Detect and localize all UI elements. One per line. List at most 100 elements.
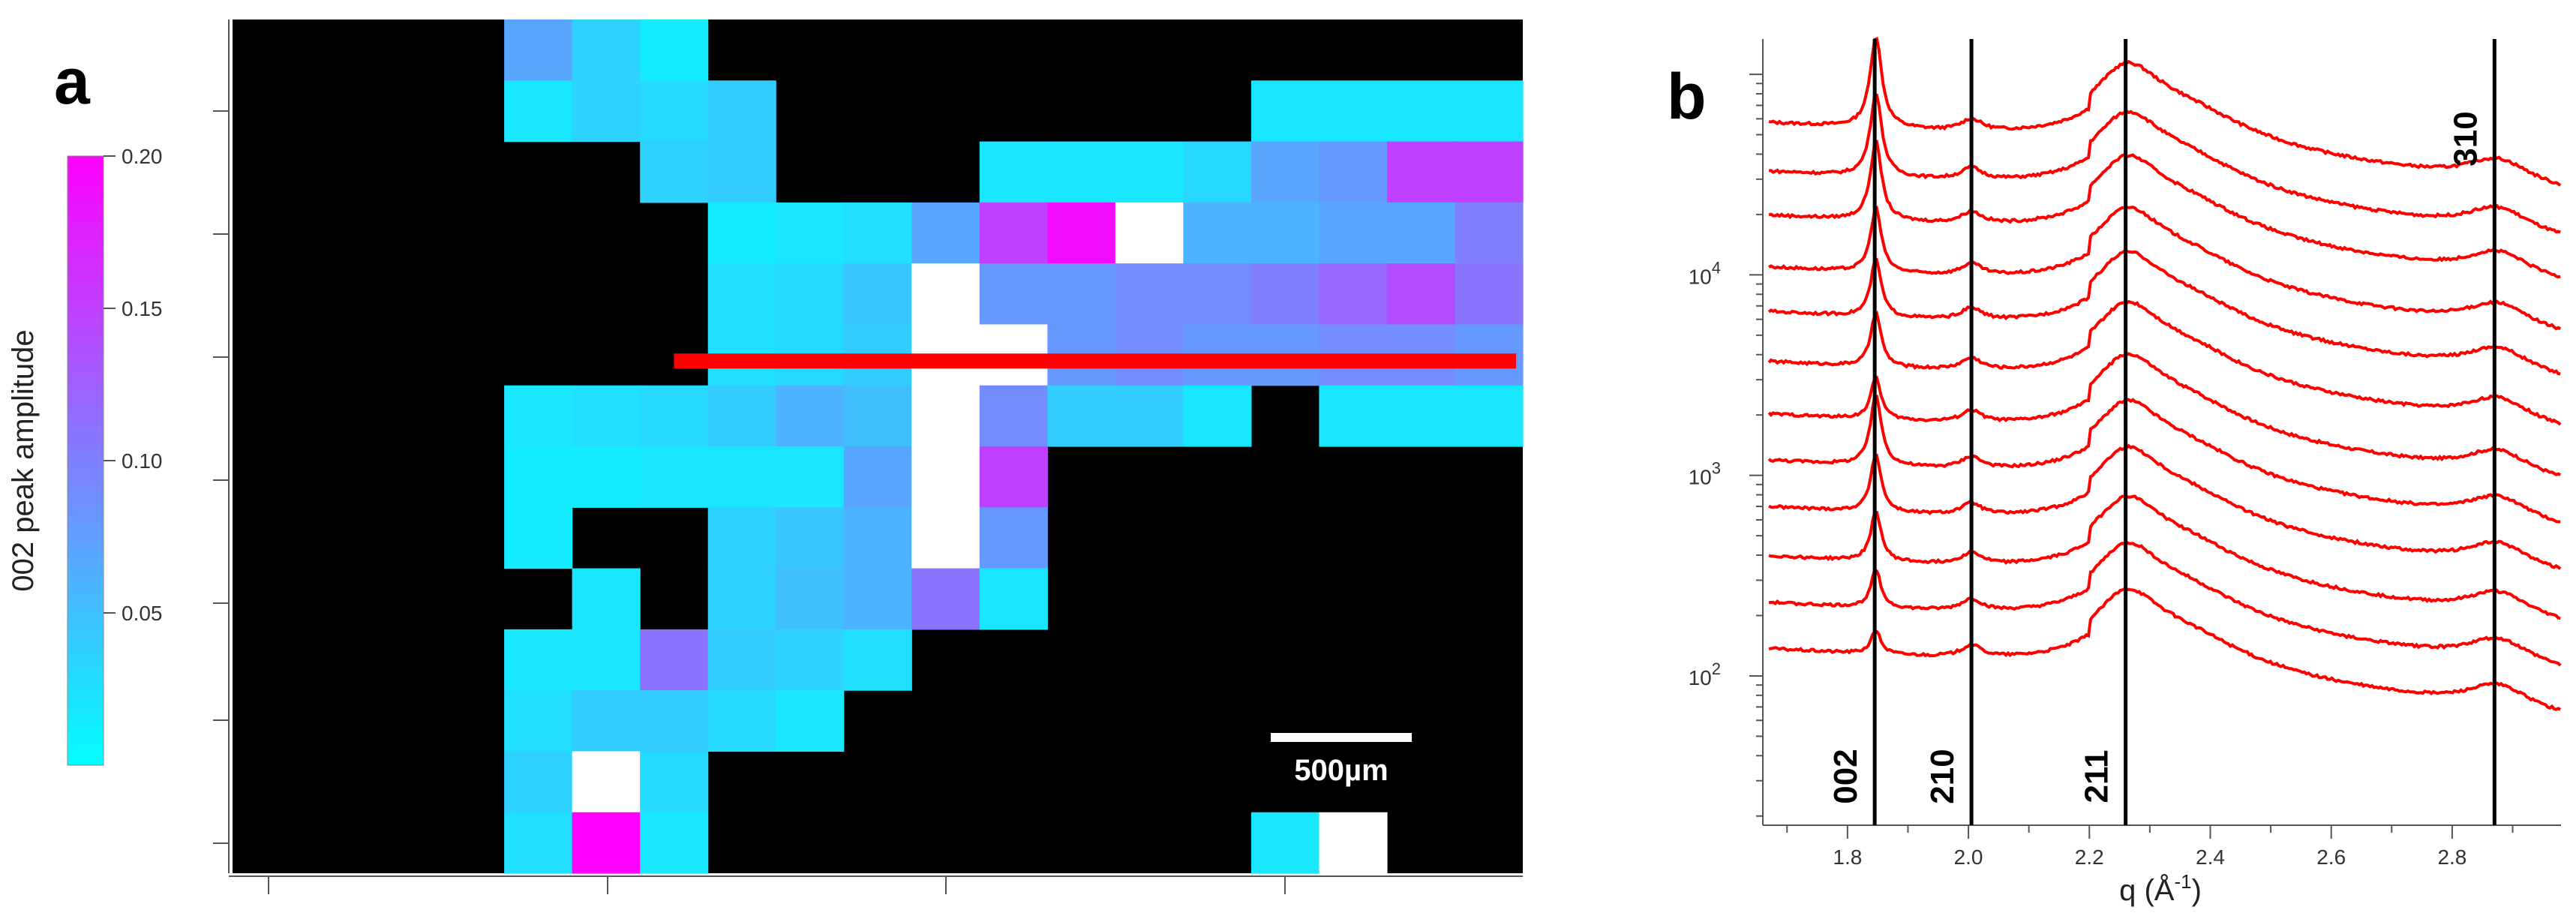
heatmap-cell — [776, 263, 845, 326]
x-tick-label: 2.6 — [2316, 845, 2346, 869]
heatmap-cell — [1183, 385, 1252, 447]
heatmap-cell — [843, 568, 912, 630]
x-tick-label: 2.8 — [2437, 845, 2466, 869]
panel-b: b 102 103 104 1.8 2.0 2.2 2.4 2.6 2.8 002 210 211… — [1667, 37, 2562, 907]
spectrum-curve — [1767, 299, 2562, 426]
spectrum-curve — [1768, 205, 2562, 331]
heatmap-cell — [776, 629, 845, 691]
heatmap-cell — [707, 690, 776, 752]
heatmap-axes — [213, 20, 1523, 894]
heatmap-cell — [707, 141, 776, 203]
heatmap-cell — [1250, 812, 1320, 874]
heatmap-cell — [640, 20, 709, 81]
heatmap-cell — [1455, 141, 1524, 203]
heatmap-cell — [572, 629, 641, 691]
colorbar-tick-label: 0.10 — [122, 449, 163, 473]
heatmap-cell — [979, 141, 1048, 203]
heatmap-cell — [979, 385, 1048, 447]
heatmap-cell — [776, 507, 845, 569]
heatmap-cell — [979, 202, 1048, 264]
heatmap-cell — [1250, 80, 1320, 143]
heatmap-cell — [640, 812, 709, 874]
heatmap-cell — [1250, 141, 1320, 203]
heatmap-cell — [640, 80, 709, 143]
heatmap-cell — [1115, 141, 1184, 203]
heatmap-cell — [979, 263, 1048, 326]
heatmap-cell — [1319, 812, 1388, 874]
heatmap-cell — [707, 202, 776, 264]
heatmap-cell — [911, 385, 980, 447]
heatmap-cell — [572, 80, 641, 143]
colorbar-gradient — [67, 155, 104, 766]
heatmap-cell — [707, 629, 776, 691]
x-tick-label: 2.0 — [1954, 845, 1983, 869]
heatmap-cell — [1386, 385, 1456, 447]
heatmap-cell — [1250, 263, 1320, 326]
spectrum-curve — [1768, 140, 2561, 279]
heatmap-cell — [1183, 263, 1252, 326]
peak-label-310: 310 — [2447, 111, 2484, 166]
x-tick-label: 2.2 — [2075, 845, 2104, 869]
heatmap-cell — [504, 446, 573, 508]
heatmap-cell — [979, 446, 1048, 508]
heatmap-cell — [979, 568, 1048, 630]
heatmap-cell — [1183, 202, 1252, 264]
colorbar-label: 002 peak amplitude — [7, 329, 40, 591]
spectra-plot: 102 103 104 1.8 2.0 2.2 2.4 2.6 2.8 002 210 211 31… — [1689, 37, 2562, 907]
heatmap-cell — [776, 202, 845, 264]
heatmap-cell — [707, 80, 776, 143]
heatmap-cell — [911, 263, 980, 326]
heatmap-cell — [1047, 202, 1116, 264]
heatmap-cell — [843, 446, 912, 508]
heatmap-cell — [776, 568, 845, 630]
heatmap-cell — [1319, 385, 1388, 447]
heatmap-cell — [776, 446, 845, 508]
heatmap-cell — [1047, 385, 1116, 447]
heatmap-cell — [776, 385, 845, 447]
heatmap-cell — [707, 568, 776, 630]
spectrum-curve — [1769, 92, 2561, 234]
heatmap-cell — [707, 446, 776, 508]
heatmap-cell — [504, 690, 573, 752]
panel-a: a 0.05 0.10 0.15 0.20 002 peak amplitude 50… — [7, 20, 1524, 894]
heatmap-cell — [1455, 263, 1524, 326]
heatmap-cell — [707, 507, 776, 569]
scale-bar-label: 500µm — [1294, 754, 1388, 787]
peak-lines: 002 210 211 310 — [1827, 39, 2496, 825]
x-tick-label: 1.8 — [1833, 845, 1862, 869]
heatmap-cell — [1319, 202, 1388, 264]
heatmap-cell — [1115, 202, 1184, 264]
heatmap-cell — [640, 446, 709, 508]
heatmap-cell — [911, 446, 980, 508]
spectrum-curve — [1768, 494, 2561, 620]
peak-label-002: 002 — [1827, 749, 1864, 803]
heatmap-cell — [1319, 80, 1388, 143]
heatmap-cell — [504, 629, 573, 691]
heatmap-cell — [572, 812, 641, 874]
colorbar-tick-label: 0.15 — [122, 297, 163, 320]
heatmap-cell — [504, 507, 573, 569]
heatmap-cell — [843, 263, 912, 326]
x-ticks: 1.8 2.0 2.2 2.4 2.6 2.8 — [1786, 825, 2514, 869]
heatmap-cell — [640, 690, 709, 752]
x-tick-label: 2.4 — [2196, 845, 2225, 869]
spectra-curves — [1767, 37, 2562, 711]
heatmap-cell — [1115, 263, 1184, 326]
heatmap-cell — [640, 385, 709, 447]
heatmap-cell — [572, 446, 641, 508]
heatmap-cell — [1047, 263, 1116, 326]
heatmap-cell — [1455, 385, 1524, 447]
heatmap-cell — [1386, 141, 1456, 203]
heatmap-cell — [843, 507, 912, 569]
heatmap-cell — [1386, 263, 1456, 326]
heatmap-cell — [572, 690, 641, 752]
spectrum-curve — [1767, 249, 2561, 376]
scale-bar — [1271, 733, 1412, 742]
spectrum-curve — [1769, 540, 2562, 667]
colorbar-ticks: 0.05 0.10 0.15 0.20 — [104, 145, 163, 625]
heatmap-cell — [572, 385, 641, 447]
y-ticks: 102 103 104 — [1689, 74, 1763, 817]
colorbar: 0.05 0.10 0.15 0.20 002 peak amplitude — [7, 145, 163, 766]
heatmap-cell — [1386, 80, 1456, 143]
heatmap-cell — [572, 568, 641, 630]
